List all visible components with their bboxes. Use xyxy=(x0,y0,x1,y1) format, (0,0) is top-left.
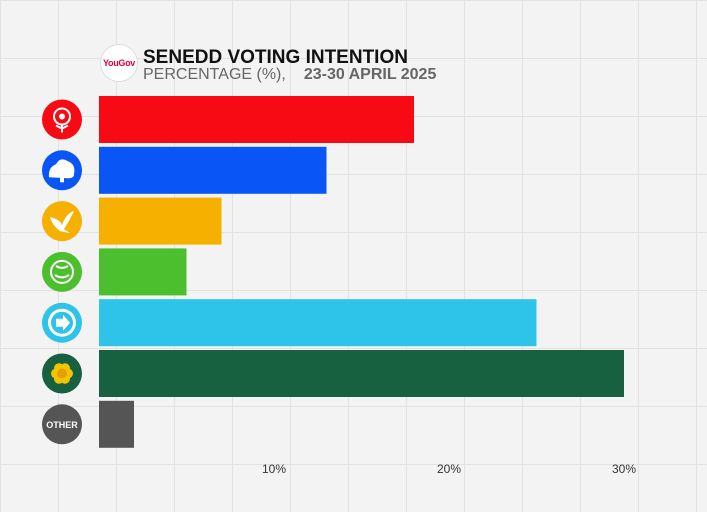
reform-arrow-icon xyxy=(42,302,82,343)
chart-title: SENEDD VOTING INTENTION xyxy=(143,47,408,68)
bar-0 xyxy=(99,96,414,143)
x-tick-label: 30% xyxy=(612,462,636,476)
plaid-poppy-icon xyxy=(42,353,82,394)
bar-5 xyxy=(99,350,624,397)
bar-3 xyxy=(99,248,187,296)
bar-2 xyxy=(99,197,222,245)
bar-6 xyxy=(99,400,134,448)
yougov-logo: YouGov xyxy=(100,44,138,82)
labour-rose-icon xyxy=(42,99,82,140)
libdem-bird-icon xyxy=(42,201,82,242)
chart-subtitle: PERCENTAGE (%), 23-30 APRIL 2025 xyxy=(143,66,436,84)
x-tick-label: 20% xyxy=(437,462,461,476)
conservative-tree-icon xyxy=(42,150,82,191)
other-label: OTHER xyxy=(46,420,78,430)
other-circle-icon: OTHER xyxy=(42,404,82,445)
x-tick-label: 10% xyxy=(262,462,286,476)
subtitle-text: PERCENTAGE (%), xyxy=(143,66,286,83)
bar-4 xyxy=(99,299,537,347)
subtitle-date: 23-30 APRIL 2025 xyxy=(303,66,437,83)
bar-1 xyxy=(99,146,327,194)
green-earth-icon xyxy=(42,251,82,292)
